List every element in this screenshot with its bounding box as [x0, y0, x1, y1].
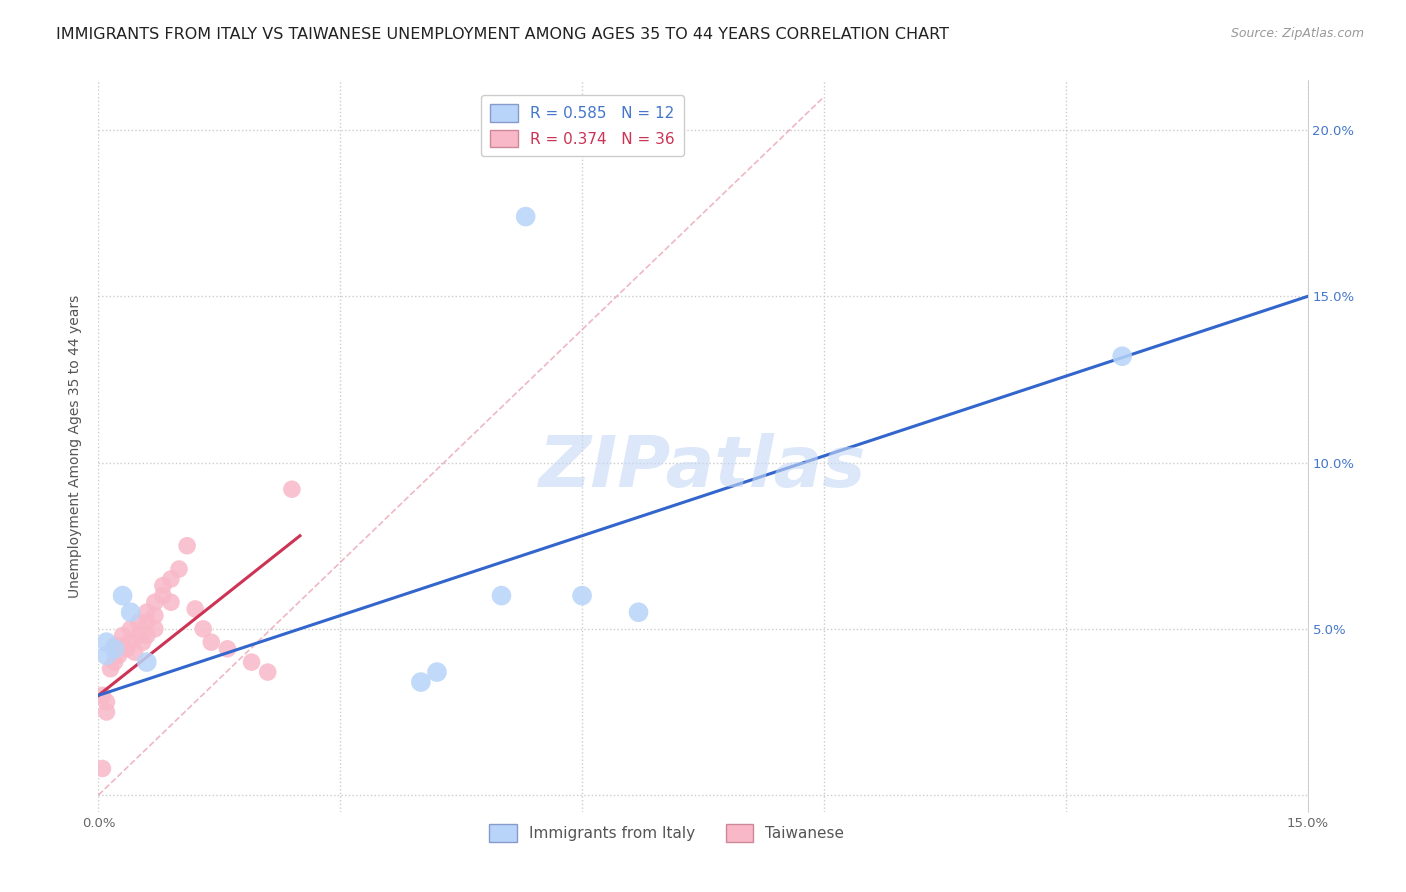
Point — [91, 689, 114, 703]
Text: Source: ZipAtlas.com: Source: ZipAtlas.com — [1230, 27, 1364, 40]
Point — [135, 615, 157, 630]
Point — [111, 589, 134, 603]
Point — [100, 662, 122, 676]
Point — [96, 695, 118, 709]
Point — [627, 605, 650, 619]
Text: ZIPatlas: ZIPatlas — [540, 434, 866, 502]
Point — [152, 579, 174, 593]
Legend: Immigrants from Italy, Taiwanese: Immigrants from Italy, Taiwanese — [484, 818, 851, 848]
Y-axis label: Unemployment Among Ages 35 to 44 years: Unemployment Among Ages 35 to 44 years — [69, 294, 83, 598]
Point — [143, 622, 166, 636]
Point — [103, 641, 125, 656]
Point — [143, 595, 166, 609]
Point — [184, 602, 207, 616]
Point — [120, 622, 142, 636]
Point — [160, 572, 183, 586]
Point — [128, 615, 150, 630]
Point — [96, 648, 118, 663]
Point — [132, 635, 155, 649]
Point — [281, 482, 304, 496]
Point — [160, 595, 183, 609]
Point — [96, 635, 118, 649]
Point — [409, 675, 432, 690]
Point — [115, 641, 138, 656]
Point — [135, 605, 157, 619]
Point — [120, 635, 142, 649]
Point — [240, 655, 263, 669]
Point — [111, 639, 134, 653]
Point — [256, 665, 278, 679]
Point — [1111, 349, 1133, 363]
Point — [491, 589, 513, 603]
Point — [143, 608, 166, 623]
Point — [176, 539, 198, 553]
Point — [135, 655, 157, 669]
Point — [96, 705, 118, 719]
Point — [167, 562, 190, 576]
Point — [515, 210, 537, 224]
Point — [128, 628, 150, 642]
Point — [91, 762, 114, 776]
Point — [111, 628, 134, 642]
Point — [124, 645, 146, 659]
Point — [152, 589, 174, 603]
Text: IMMIGRANTS FROM ITALY VS TAIWANESE UNEMPLOYMENT AMONG AGES 35 TO 44 YEARS CORREL: IMMIGRANTS FROM ITALY VS TAIWANESE UNEMP… — [56, 27, 949, 42]
Point — [571, 589, 593, 603]
Point — [120, 605, 142, 619]
Point — [426, 665, 449, 679]
Point — [135, 628, 157, 642]
Point — [103, 655, 125, 669]
Point — [217, 641, 239, 656]
Point — [200, 635, 222, 649]
Point — [103, 639, 125, 653]
Point — [193, 622, 215, 636]
Point — [107, 648, 129, 663]
